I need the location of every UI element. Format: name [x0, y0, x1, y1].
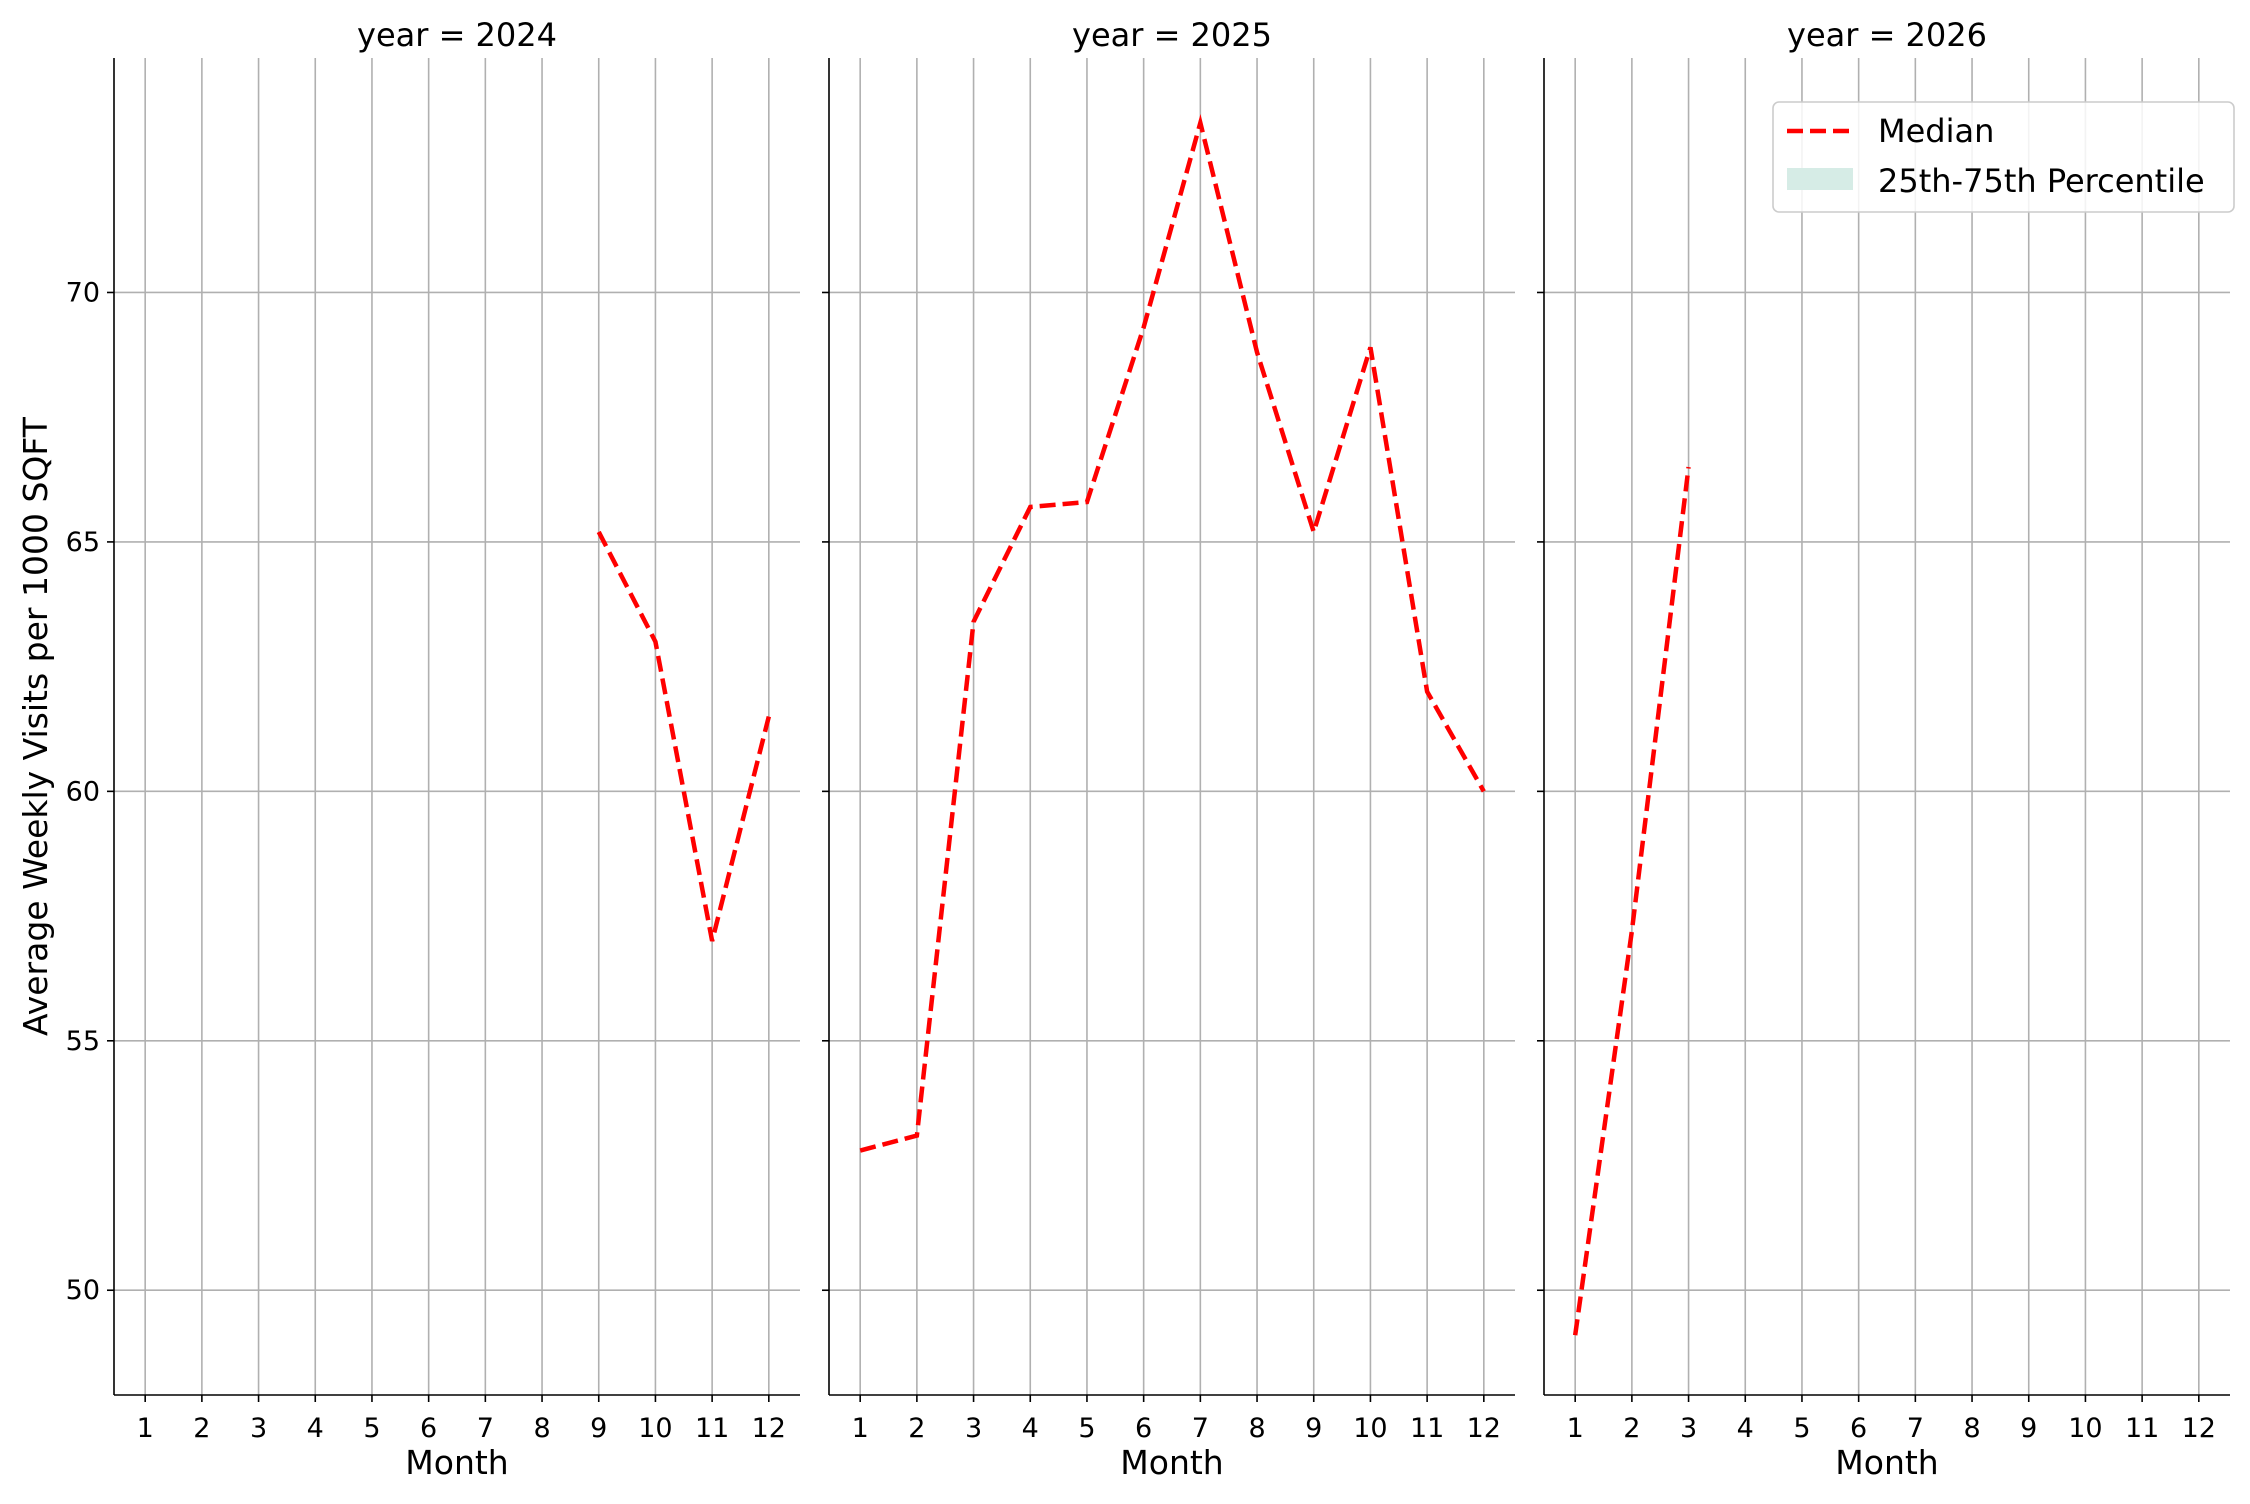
x-tick-label: 4 — [1737, 1413, 1754, 1444]
x-tick-label: 9 — [2020, 1413, 2037, 1444]
x-tick-label: 1 — [137, 1413, 154, 1444]
x-tick-label: 11 — [1410, 1413, 1444, 1444]
x-tick-label: 1 — [852, 1413, 869, 1444]
x-tick-label: 3 — [1680, 1413, 1697, 1444]
x-tick-label: 3 — [965, 1413, 982, 1444]
x-tick-label: 8 — [1963, 1413, 1980, 1444]
legend-median-label: Median — [1878, 112, 1994, 150]
y-axis-label: Average Weekly Visits per 1000 SQFT — [16, 416, 55, 1036]
x-tick-label: 9 — [1305, 1413, 1322, 1444]
x-tick-label: 6 — [420, 1413, 437, 1444]
x-tick-label: 4 — [1022, 1413, 1039, 1444]
x-tick-label: 4 — [307, 1413, 324, 1444]
x-tick-label: 2 — [1623, 1413, 1640, 1444]
x-axis-label: Month — [1120, 1443, 1223, 1482]
x-tick-label: 10 — [2068, 1413, 2102, 1444]
y-tick-label: 70 — [66, 277, 100, 308]
x-tick-label: 11 — [695, 1413, 729, 1444]
x-tick-label: 12 — [2182, 1413, 2216, 1444]
x-tick-label: 1 — [1567, 1413, 1584, 1444]
x-tick-label: 5 — [1078, 1413, 1095, 1444]
x-tick-label: 12 — [752, 1413, 786, 1444]
median-series-line — [860, 123, 1484, 1151]
x-axis-label: Month — [405, 1443, 508, 1482]
x-tick-label: 10 — [638, 1413, 672, 1444]
x-tick-label: 2 — [193, 1413, 210, 1444]
legend-band-label: 25th-75th Percentile — [1878, 162, 2205, 200]
median-series-line — [599, 532, 769, 941]
x-tick-label: 6 — [1850, 1413, 1867, 1444]
x-tick-label: 9 — [590, 1413, 607, 1444]
x-tick-label: 7 — [477, 1413, 494, 1444]
x-axis-label: Month — [1835, 1443, 1938, 1482]
x-tick-label: 7 — [1192, 1413, 1209, 1444]
facet-title: year = 2026 — [1787, 16, 1987, 54]
x-tick-label: 5 — [1793, 1413, 1810, 1444]
x-tick-label: 2 — [908, 1413, 925, 1444]
x-tick-label: 11 — [2125, 1413, 2159, 1444]
x-tick-label: 12 — [1467, 1413, 1501, 1444]
x-tick-label: 10 — [1353, 1413, 1387, 1444]
facet-title: year = 2025 — [1072, 16, 1272, 54]
y-tick-label: 50 — [66, 1275, 100, 1306]
y-tick-label: 65 — [66, 527, 100, 558]
y-tick-label: 55 — [66, 1026, 100, 1057]
x-tick-label: 6 — [1135, 1413, 1152, 1444]
y-tick-label: 60 — [66, 776, 100, 807]
x-tick-label: 8 — [1248, 1413, 1265, 1444]
x-tick-label: 7 — [1907, 1413, 1924, 1444]
legend-band-swatch — [1787, 168, 1853, 190]
x-tick-label: 8 — [533, 1413, 550, 1444]
x-tick-label: 3 — [250, 1413, 267, 1444]
x-tick-label: 5 — [363, 1413, 380, 1444]
facet-title: year = 2024 — [357, 16, 557, 54]
